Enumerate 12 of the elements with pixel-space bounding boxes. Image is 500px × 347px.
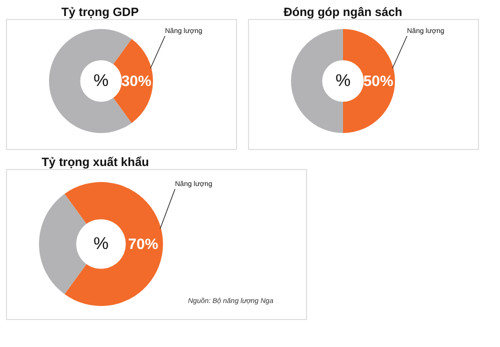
- donut-slice: [113, 38, 153, 124]
- data-label: 30%: [121, 73, 152, 90]
- chart-title: Đóng góp ngân sách: [284, 5, 402, 19]
- chart-title: Tỷ trọng xuất khẩu: [42, 155, 149, 169]
- data-label: 70%: [128, 236, 158, 253]
- data-label: 50%: [363, 73, 394, 90]
- text: %: [93, 234, 109, 253]
- donut-slice: [64, 182, 163, 306]
- chart-title: Tỷ trọng GDP: [61, 5, 139, 19]
- text: %: [335, 71, 351, 90]
- donut-slice: [39, 194, 86, 294]
- text: %: [93, 71, 109, 90]
